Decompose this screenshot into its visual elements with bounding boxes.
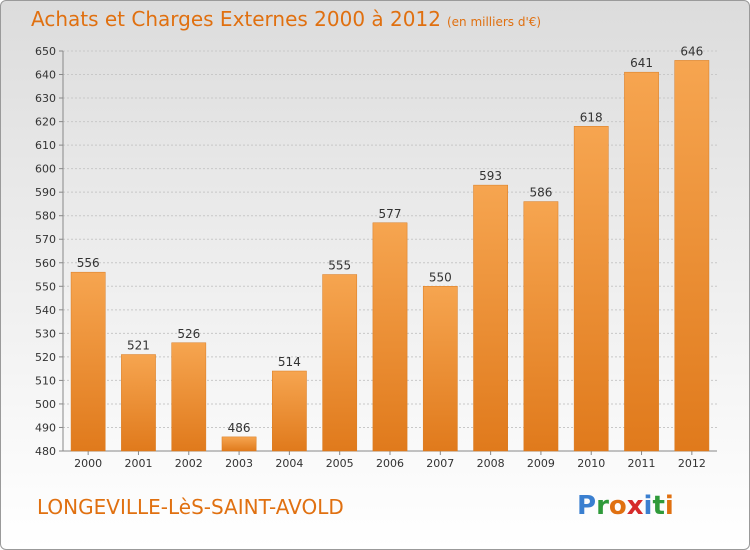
x-tick-label: 2004 [275, 457, 303, 470]
y-tick-label: 500 [35, 398, 56, 411]
data-label: 593 [479, 169, 502, 183]
data-label: 555 [328, 259, 351, 273]
data-label: 586 [529, 186, 552, 200]
x-tick-labels: 2000 2001 2002 2003 2004 2005 2006 2007 2008 2009… [74, 457, 706, 470]
y-tick-label: 640 [35, 69, 56, 82]
data-label: 486 [228, 421, 251, 435]
y-tick-label: 540 [35, 304, 56, 317]
data-label: 526 [177, 327, 200, 341]
logo-letter: r [596, 491, 609, 521]
x-tick-label: 2002 [175, 457, 203, 470]
bar [322, 274, 358, 452]
logo-letter: o [608, 491, 627, 521]
bar [121, 354, 156, 452]
y-tick-label: 520 [35, 351, 56, 364]
proxiti-logo: Proxiti [577, 491, 674, 521]
data-label: 641 [630, 56, 653, 70]
bar [523, 201, 559, 452]
bar [372, 222, 408, 452]
x-tick-label: 2007 [426, 457, 454, 470]
x-tick-label: 2011 [628, 457, 656, 470]
chart-title-text: Achats et Charges Externes 2000 à 2012 [31, 7, 441, 31]
x-tick-label: 2000 [74, 457, 102, 470]
bar [272, 370, 307, 452]
y-tick-label: 580 [35, 210, 56, 223]
bar [573, 126, 609, 452]
y-tick-label: 550 [35, 280, 56, 293]
y-tick-label: 590 [35, 186, 56, 199]
x-tick-label: 2008 [477, 457, 505, 470]
x-tick-label: 2010 [577, 457, 605, 470]
x-tick-label: 2006 [376, 457, 404, 470]
unit-note: (en milliers d'€) [446, 15, 542, 29]
y-tick-label: 600 [35, 163, 56, 176]
x-tick-label: 2009 [527, 457, 555, 470]
y-tick-label: 620 [35, 116, 56, 129]
y-tick-label: 510 [35, 374, 56, 387]
logo-letter: i [643, 491, 653, 521]
bar [221, 436, 257, 452]
bar [171, 342, 207, 452]
x-tick-label: 2012 [678, 457, 706, 470]
data-label: 577 [379, 207, 402, 221]
y-tick-label: 560 [35, 257, 56, 270]
y-tick-label: 570 [35, 233, 56, 246]
x-tick-label: 2005 [326, 457, 354, 470]
y-tick-label: 530 [35, 327, 56, 340]
data-label: 556 [77, 256, 100, 270]
y-tick-label: 610 [35, 139, 56, 152]
bar [422, 286, 458, 452]
location-label: LONGEVILLE-LèS-SAINT-AVOLD [37, 495, 344, 519]
y-tick-labels: 480 490 500 510 520 530 540 550 560 570 580 590 600 6… [35, 45, 56, 458]
x-tick-label: 2001 [124, 457, 152, 470]
bar [624, 71, 659, 452]
data-label: 514 [278, 355, 301, 369]
chart-title: Achats et Charges Externes 2000 à 2012 (e… [31, 7, 541, 31]
logo-letter: t [652, 491, 665, 521]
data-label: 646 [680, 44, 703, 58]
logo-letter: x [626, 491, 644, 521]
bar [674, 60, 710, 452]
data-label: 521 [127, 339, 150, 353]
bars [70, 60, 710, 452]
data-labels: 556 521 526 486 514 555 577 550 593 586 618 641 646 [77, 44, 704, 434]
y-tick-label: 630 [35, 92, 56, 105]
data-label: 618 [580, 110, 603, 124]
logo-letter: P [577, 491, 597, 521]
y-tick-label: 490 [35, 421, 56, 434]
logo-letter: i [664, 491, 674, 521]
data-label: 550 [429, 270, 452, 284]
x-tick-label: 2003 [225, 457, 253, 470]
y-tick-label: 480 [35, 445, 56, 458]
bar [70, 271, 106, 452]
y-tick-label: 650 [35, 45, 56, 58]
bar [473, 184, 508, 452]
